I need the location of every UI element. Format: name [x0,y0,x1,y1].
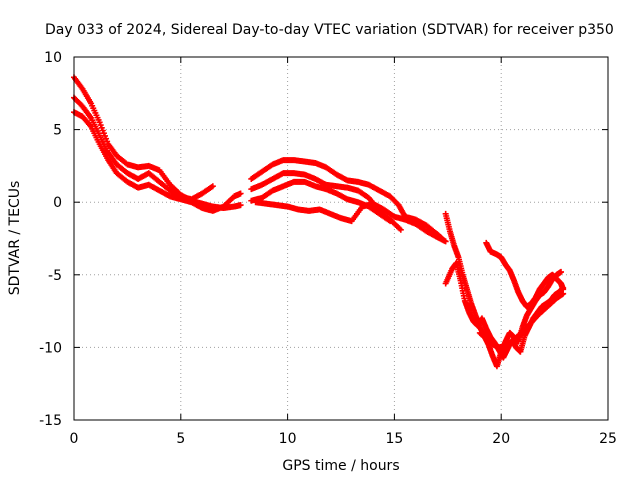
data-point [558,268,565,275]
y-tick-label: 10 [44,50,62,66]
data-point [237,202,244,209]
x-tick-label: 10 [279,431,297,447]
data-point [442,238,449,245]
plot-frame [73,56,609,421]
series-track-6 [248,178,394,225]
x-axis-label: GPS time / hours [282,458,399,474]
y-axis-label: SDTVAR / TECUs [7,181,23,296]
data-point [387,218,394,225]
y-tick-label: -10 [39,340,62,356]
series-track-7 [252,199,449,245]
data-points [71,74,567,370]
series-track-5 [248,170,404,233]
x-tick-label: 25 [599,431,617,447]
x-tick-label: 20 [492,431,510,447]
x-tick-label: 15 [385,431,403,447]
data-point [209,183,216,190]
axis-ticks: 0 5 10 15 20 25 10 5 0 -5 -10 -15 [39,50,617,447]
series-track-10 [483,239,567,310]
y-tick-label: -15 [39,413,62,429]
series-track-3 [71,109,244,214]
series-track-11 [476,290,567,351]
data-point [560,290,567,297]
x-tick-label: 0 [70,431,79,447]
data-point [397,226,404,233]
x-tick-label: 5 [176,431,185,447]
y-tick-label: -5 [48,268,62,284]
y-tick-label: 5 [53,123,62,139]
y-tick-label: 0 [53,195,62,211]
data-point [237,190,244,197]
grid [74,57,608,420]
chart-title: Day 033 of 2024, Sidereal Day-to-day VTE… [45,22,614,38]
